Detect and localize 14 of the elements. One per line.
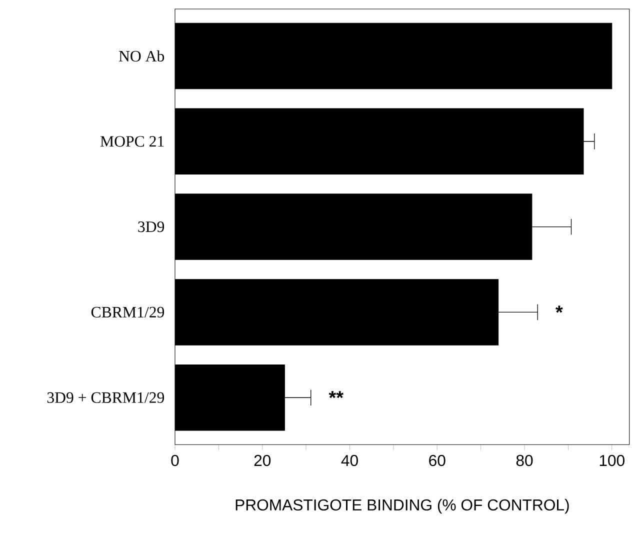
annotation: * (556, 306, 563, 313)
x-tick-label: 0 (171, 454, 179, 466)
x-tick-label: 60 (429, 454, 446, 466)
x-tick-label: 20 (254, 454, 271, 466)
annotation: ** (328, 390, 344, 398)
y-tick-label: CBRM1/29 (91, 306, 164, 318)
x-axis-title: PROMASTIGOTE BINDING (% OF CONTROL) (236, 498, 569, 514)
x-tick-label: 40 (341, 454, 358, 466)
x-tick-label: 80 (516, 454, 533, 466)
x-tick-label: 100 (600, 454, 624, 466)
y-tick-label: 3D9 (138, 221, 164, 232)
y-tick-label: MOPC 21 (100, 136, 164, 147)
y-tick-label: NO Ab (118, 50, 164, 62)
y-tick-label: 3D9 + CBRM1/29 (47, 392, 164, 403)
